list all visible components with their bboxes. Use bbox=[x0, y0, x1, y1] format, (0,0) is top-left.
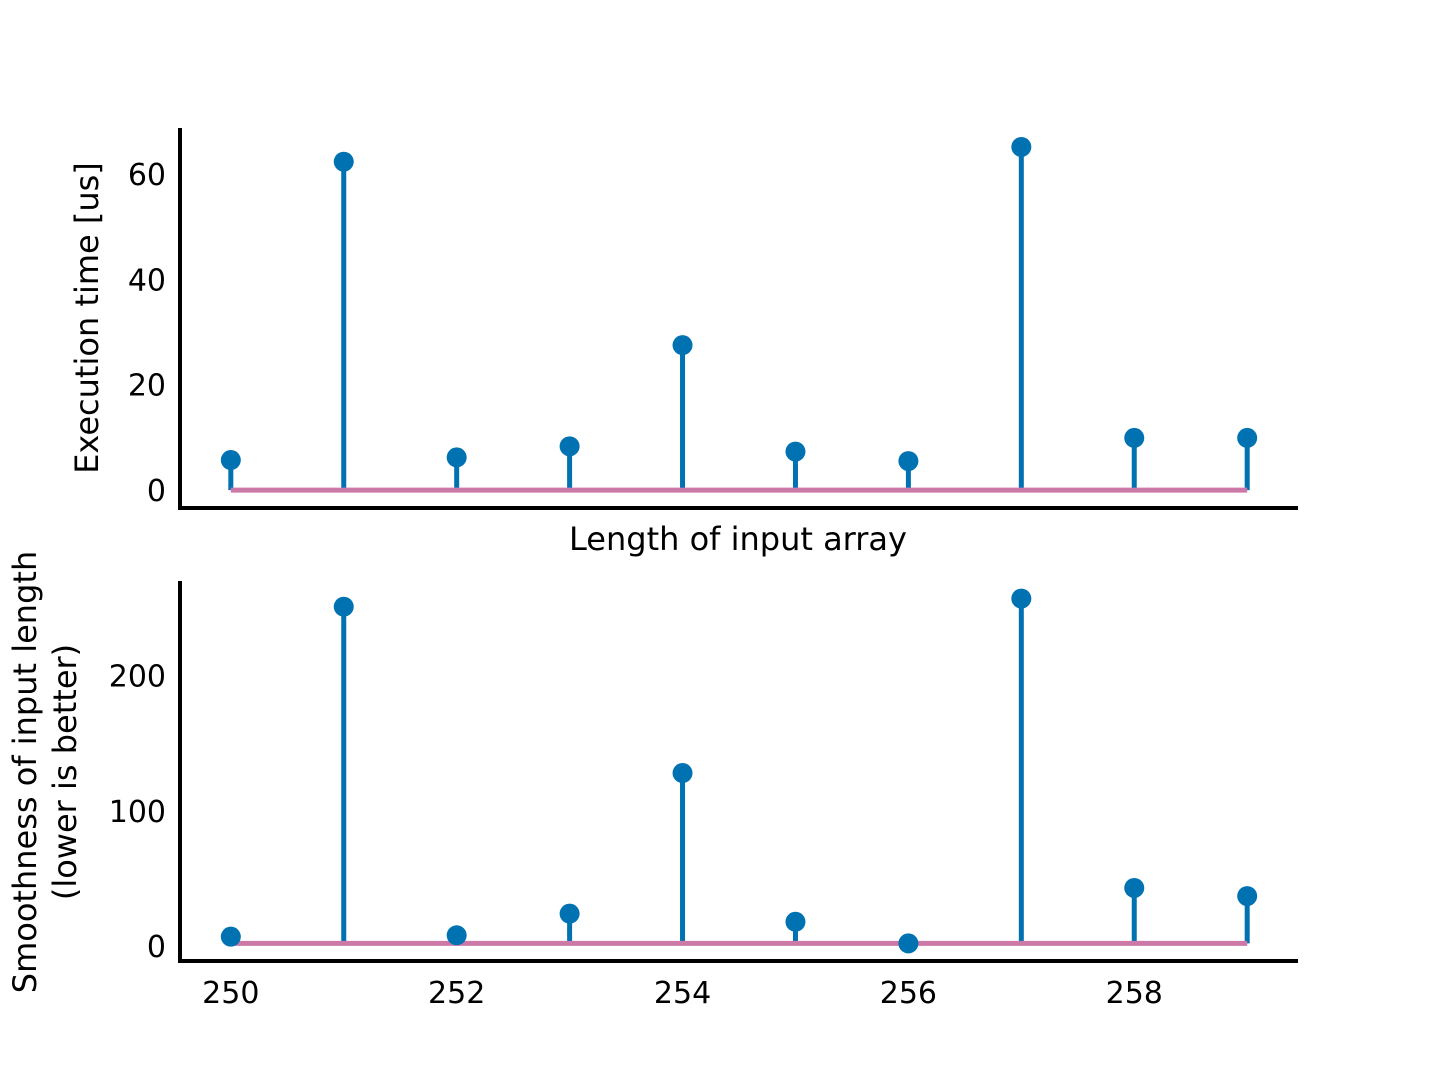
stem-marker bbox=[446, 925, 467, 946]
x-tick-label: 252 bbox=[428, 976, 485, 1011]
y-tick-label: 100 bbox=[109, 795, 166, 830]
stem-marker bbox=[446, 447, 467, 468]
stem-marker bbox=[785, 911, 806, 932]
y-axis-label: Execution time [us] bbox=[68, 162, 106, 474]
x-tick-label: 256 bbox=[880, 976, 937, 1011]
x-tick-label: 250 bbox=[202, 976, 259, 1011]
stem-marker bbox=[1237, 886, 1258, 907]
x-tick-label: 258 bbox=[1106, 976, 1163, 1011]
stem-marker bbox=[1237, 427, 1258, 448]
x-tick-label: 254 bbox=[654, 976, 711, 1011]
y-axis-label-line-2: (lower is better) bbox=[46, 644, 84, 900]
stem-marker bbox=[898, 451, 919, 472]
y-tick-label: 40 bbox=[128, 263, 166, 298]
stem-marker bbox=[672, 763, 693, 784]
stem-marker bbox=[898, 933, 919, 954]
stem-marker bbox=[333, 151, 354, 172]
stem-marker bbox=[785, 441, 806, 462]
stem-marker bbox=[1124, 427, 1145, 448]
stem-marker bbox=[220, 450, 241, 471]
y-tick-label: 0 bbox=[147, 930, 166, 965]
smoothness-panel: Smoothness of input length (lower is bet… bbox=[6, 551, 1298, 1011]
stem-marker bbox=[220, 926, 241, 947]
execution-time-panel: Length of input array Execution time [us… bbox=[68, 128, 1298, 558]
x-axis-label: Length of input array bbox=[569, 520, 907, 558]
stem-marker bbox=[1011, 136, 1032, 157]
y-axis-label-line-1: Smoothness of input length bbox=[6, 551, 44, 993]
y-tick-label: 20 bbox=[128, 369, 166, 404]
stem-marker bbox=[559, 903, 580, 924]
stem-marker bbox=[333, 596, 354, 617]
y-tick-label: 200 bbox=[109, 660, 166, 695]
y-tick-label: 60 bbox=[128, 158, 166, 193]
y-tick-label: 0 bbox=[147, 474, 166, 509]
stem-marker bbox=[1011, 588, 1032, 609]
stem-marker bbox=[1124, 877, 1145, 898]
stem-marker bbox=[672, 335, 693, 356]
stem-marker bbox=[559, 436, 580, 457]
